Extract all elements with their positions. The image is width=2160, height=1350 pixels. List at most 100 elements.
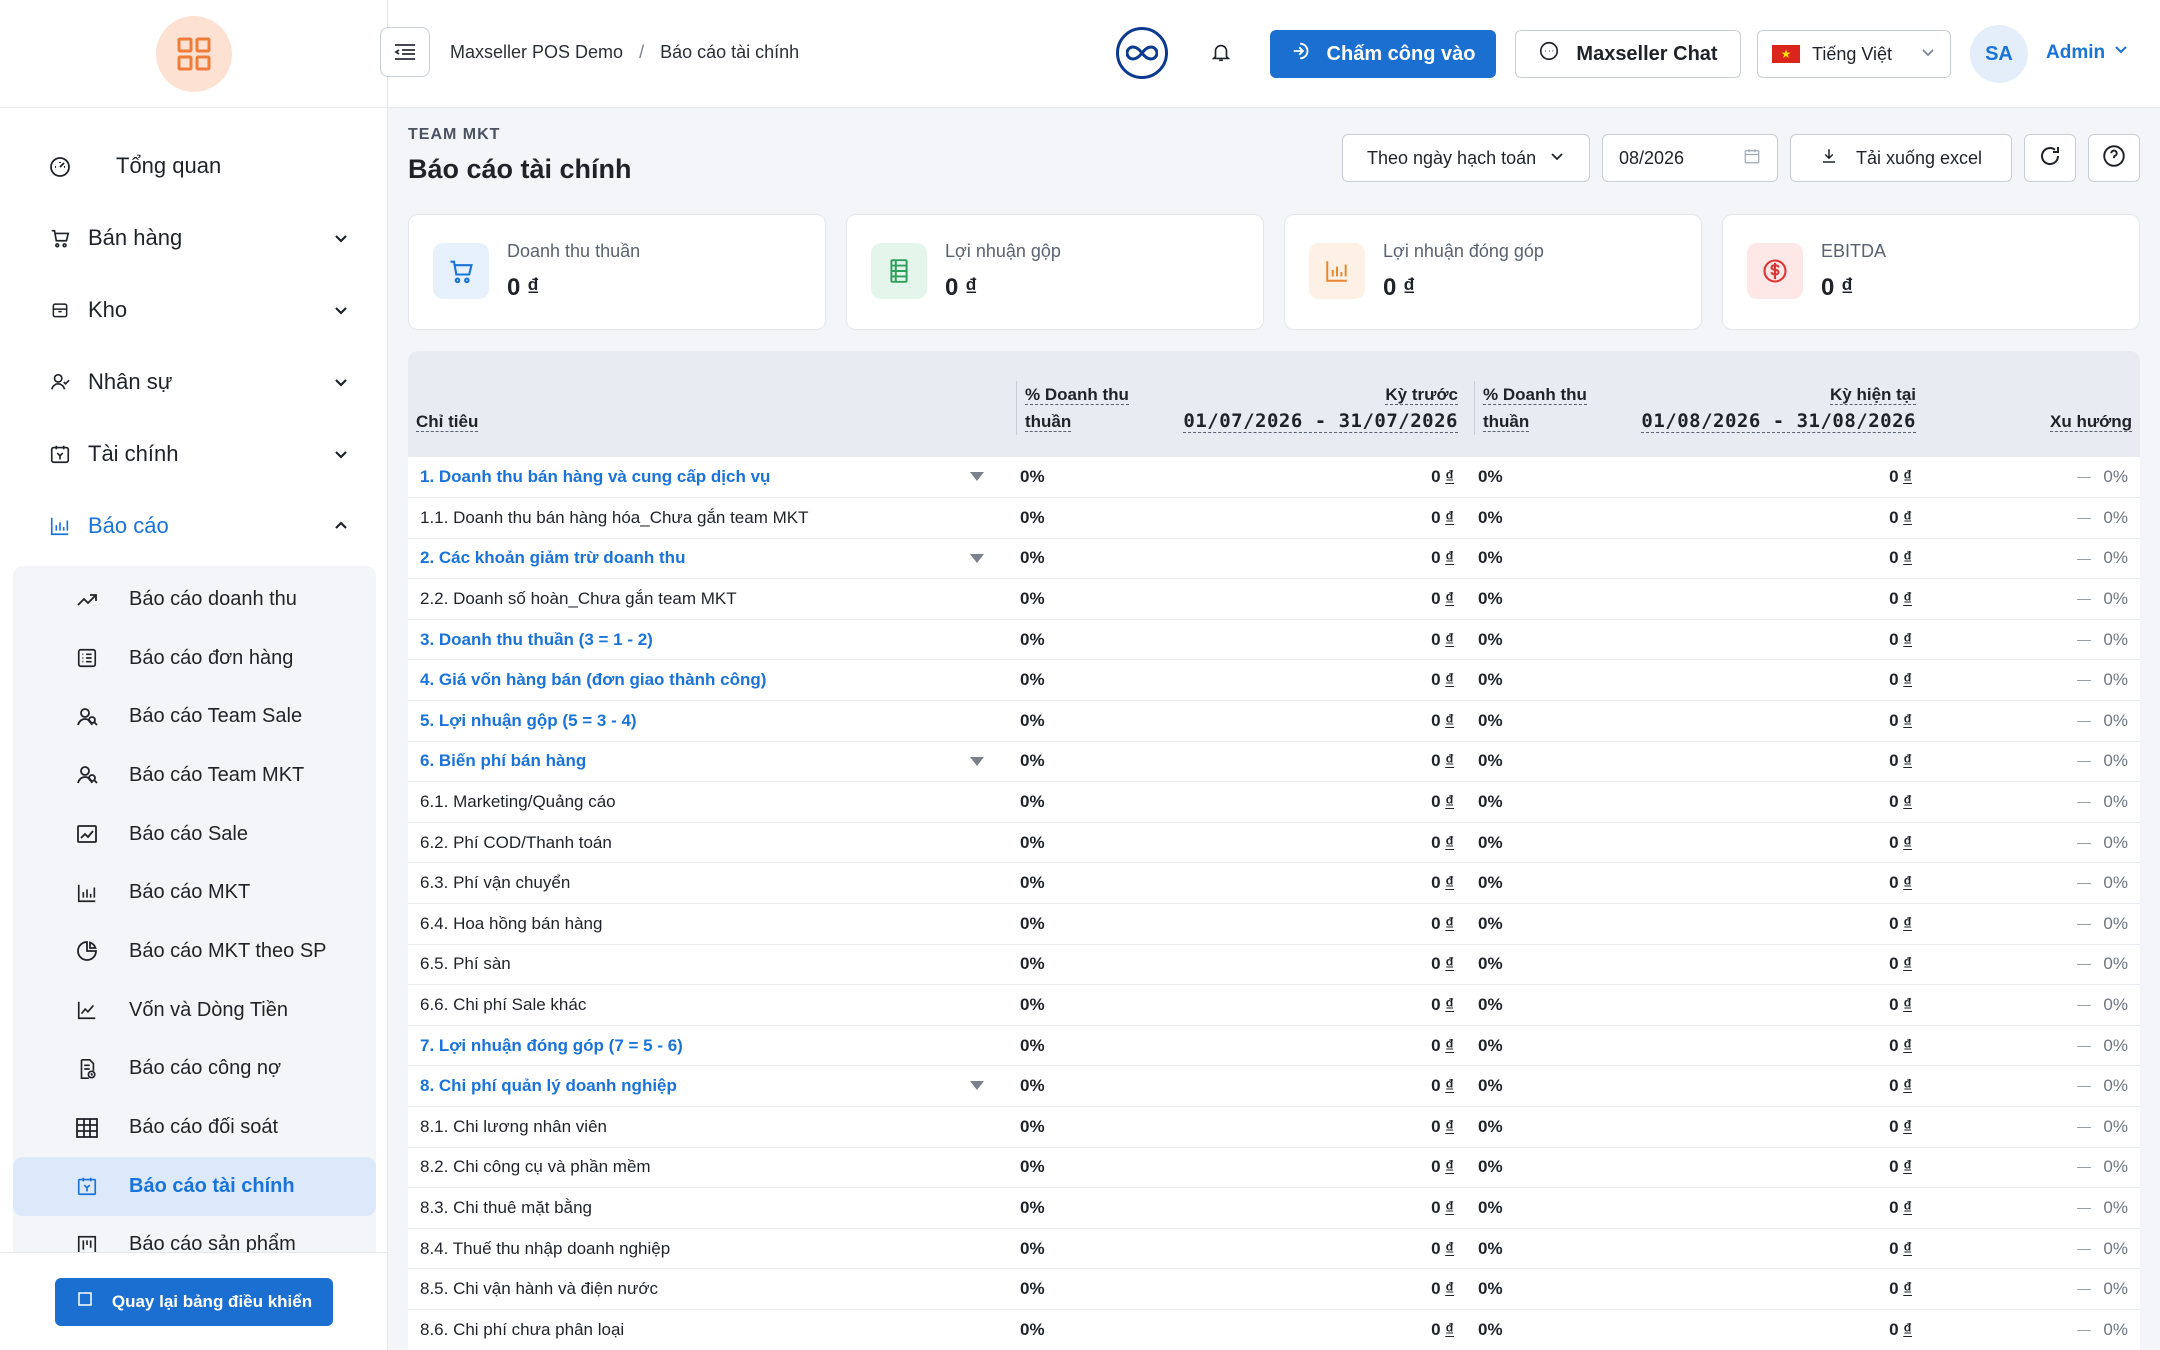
trend-cell: 0% <box>1924 579 2140 620</box>
card-contribution-profit: Lợi nhuận đóng góp 0 ₫ <box>1284 214 1702 330</box>
menu-item-label: Tổng quan <box>116 153 222 178</box>
user-menu[interactable]: Admin <box>2046 42 2129 64</box>
curr-amount: 0 <box>1889 1238 1899 1258</box>
curr-pct-cell: 0% <box>1478 1238 1503 1258</box>
sidebar-item-label: Báo cáo doanh thu <box>129 587 297 610</box>
help-button[interactable] <box>2088 134 2140 182</box>
sidebar-item-mkt-by-product-report[interactable]: Báo cáo MKT theo SP <box>13 922 376 981</box>
row-name: 3. Doanh thu thuần (3 = 1 - 2) <box>420 629 653 649</box>
chevron-down-icon <box>2113 42 2129 64</box>
header-prev-pct[interactable]: % Doanh thu thuần <box>1008 351 1156 457</box>
curr-amount: 0 <box>1889 792 1899 812</box>
prev-pct-cell: 0% <box>1020 792 1045 812</box>
logo-zone <box>0 0 387 108</box>
refresh-button[interactable] <box>2024 134 2076 182</box>
card-label: Lợi nhuận gộp <box>945 241 1061 261</box>
sidebar-item-revenue-report[interactable]: Báo cáo doanh thu <box>13 570 376 629</box>
header-curr-period[interactable]: Kỳ hiện tại 01/08/2026 - 31/08/2026 <box>1614 351 1924 457</box>
currency-symbol: ₫ <box>1445 629 1454 649</box>
currency-symbol: ₫ <box>1903 1076 1912 1096</box>
table-row[interactable]: 6. Biến phí bán hàng 0% 0 ₫ 0% 0 ₫ 0% <box>408 741 2140 782</box>
expand-caret-icon[interactable] <box>970 472 984 481</box>
sidebar-item-mkt-report[interactable]: Báo cáo MKT <box>13 863 376 922</box>
chat-button[interactable]: Maxseller Chat <box>1515 30 1741 78</box>
download-excel-button[interactable]: Tải xuống excel <box>1790 134 2012 182</box>
login-icon <box>1291 40 1313 68</box>
menu-item-overview[interactable]: Tổng quan <box>0 130 387 202</box>
menu-item-sales[interactable]: Bán hàng <box>0 202 387 274</box>
month-picker[interactable]: 08/2026 <box>1602 134 1778 182</box>
curr-amount-cell: 0 ₫ <box>1614 619 1924 660</box>
table-row[interactable]: 1. Doanh thu bán hàng và cung cấp dịch v… <box>408 457 2140 498</box>
language-select[interactable]: ★ Tiếng Việt <box>1757 30 1951 78</box>
sidebar-item-sale-report[interactable]: Báo cáo Sale <box>13 805 376 864</box>
sidebar-item-reconciliation-report[interactable]: Báo cáo đối soát <box>13 1098 376 1157</box>
prev-amount-cell: 0 ₫ <box>1156 457 1466 498</box>
row-name: 6.1. Marketing/Quảng cáo <box>420 792 616 812</box>
back-to-dashboard-button[interactable]: Quay lại bảng điều khiển <box>55 1277 333 1326</box>
currency-symbol: ₫ <box>1903 1116 1912 1136</box>
prev-pct-cell: 0% <box>1020 1197 1045 1217</box>
main-menu: Tổng quan Bán hàng Kho Nhân sự Tài chính… <box>0 108 387 1279</box>
currency-symbol: ₫ <box>1903 873 1912 893</box>
trend-cell: 0% <box>1924 660 2140 701</box>
header-metric[interactable]: Chỉ tiêu <box>408 351 1008 457</box>
expand-caret-icon[interactable] <box>970 553 984 563</box>
table-row[interactable]: 2. Các khoản giảm trừ doanh thu 0% 0 ₫ 0% 0 … <box>408 538 2140 579</box>
header-prev-period[interactable]: Kỳ trước 01/07/2026 - 31/07/2026 <box>1156 351 1466 457</box>
check-in-label: Chấm công vào <box>1326 42 1476 65</box>
team-label: TEAM MKT <box>408 126 501 143</box>
trend-value: 0% <box>2103 467 2128 487</box>
breadcrumb-home-link[interactable]: Maxseller POS Demo <box>450 42 624 62</box>
app-logo-icon[interactable] <box>155 15 232 92</box>
sidebar-item-product-report[interactable]: Báo cáo sản phẩm <box>13 1216 376 1275</box>
check-in-button[interactable]: Chấm công vào <box>1270 30 1496 78</box>
expand-caret-icon[interactable] <box>970 756 984 766</box>
prev-pct-cell: 0% <box>1020 1319 1045 1339</box>
menu-item-hr[interactable]: Nhân sự <box>0 346 387 418</box>
trend-value: 0% <box>2103 1035 2128 1055</box>
menu-item-finance[interactable]: Tài chính <box>0 418 387 490</box>
row-name: 4. Giá vốn hàng bán (đơn giao thành công… <box>420 670 767 690</box>
trend-flat-icon <box>2077 761 2092 763</box>
trend-flat-icon <box>2077 1126 2092 1128</box>
avatar[interactable]: SA <box>1970 25 2028 83</box>
header-trend[interactable]: Xu hướng <box>1924 351 2140 457</box>
table-row[interactable]: 8. Chi phí quản lý doanh nghiệp 0% 0 ₫ 0% 0 … <box>408 1066 2140 1107</box>
sidebar-item-order-report[interactable]: Báo cáo đơn hàng <box>13 629 376 688</box>
sidebar-item-debt-report[interactable]: Báo cáo công nợ <box>13 1040 376 1099</box>
prev-pct-cell: 0% <box>1020 548 1045 568</box>
curr-pct-cell: 0% <box>1478 954 1503 974</box>
infinity-logo-icon[interactable] <box>1116 27 1168 79</box>
trend-cell: 0% <box>1924 457 2140 498</box>
curr-amount-cell: 0 ₫ <box>1614 1025 1924 1066</box>
sidebar-item-cashflow-report[interactable]: Vốn và Dòng Tiền <box>13 981 376 1040</box>
menu-item-warehouse[interactable]: Kho <box>0 274 387 346</box>
trend-cell: 0% <box>1924 1025 2140 1066</box>
notification-bell-icon[interactable] <box>1210 40 1236 66</box>
collapse-sidebar-button[interactable] <box>380 27 430 77</box>
prev-amount: 0 <box>1431 710 1441 730</box>
header-curr-pct[interactable]: % Doanh thu thuần <box>1466 351 1614 457</box>
row-name: 5. Lợi nhuận gộp (5 = 3 - 4) <box>420 710 637 730</box>
table-row: 6.3. Phí vận chuyển 0% 0 ₫ 0% 0 ₫ 0% <box>408 863 2140 904</box>
sidebar-item-team-mkt-report[interactable]: Báo cáo Team MKT <box>13 746 376 805</box>
menu-item-reports[interactable]: Báo cáo <box>0 490 387 562</box>
row-name: 6.6. Chi phí Sale khác <box>420 995 587 1015</box>
sidebar-item-team-sale-report[interactable]: Báo cáo Team Sale <box>13 687 376 746</box>
expand-caret-icon[interactable] <box>970 1081 984 1091</box>
bar-chart-icon <box>1309 243 1365 299</box>
date-mode-select[interactable]: Theo ngày hạch toán <box>1342 134 1590 182</box>
header-prev-range: 01/07/2026 - 31/07/2026 <box>1183 410 1458 433</box>
currency-symbol: ₫ <box>1903 1319 1912 1339</box>
sidebar-item-financial-report[interactable]: Báo cáo tài chính <box>13 1156 376 1216</box>
trend-flat-icon <box>2077 964 2092 966</box>
prev-amount: 0 <box>1431 670 1441 690</box>
curr-pct-cell: 0% <box>1478 1116 1503 1136</box>
trend-value: 0% <box>2103 670 2128 690</box>
trend-cell: 0% <box>1924 863 2140 904</box>
table-row: 2.2. Doanh số hoàn_Chưa gắn team MKT 0% 0 … <box>408 579 2140 620</box>
table-row: 8.4. Thuế thu nhập doanh nghiệp 0% 0 ₫ 0% 0 … <box>408 1228 2140 1269</box>
prev-pct-cell: 0% <box>1020 1238 1045 1258</box>
calendar-money-icon <box>73 1172 101 1200</box>
